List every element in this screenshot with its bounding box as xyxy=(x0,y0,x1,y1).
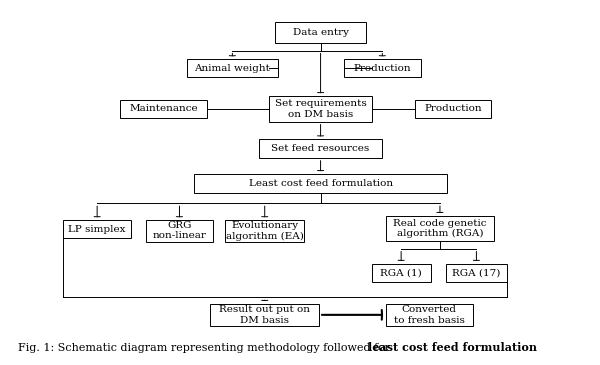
Text: Evolutionary
algorithm (EA): Evolutionary algorithm (EA) xyxy=(226,221,304,241)
FancyBboxPatch shape xyxy=(225,220,304,242)
Text: GRG
non-linear: GRG non-linear xyxy=(152,221,206,241)
Text: LP simplex: LP simplex xyxy=(68,224,126,234)
FancyBboxPatch shape xyxy=(372,264,431,281)
Text: Production: Production xyxy=(353,64,411,73)
Text: Set requirements
on DM basis: Set requirements on DM basis xyxy=(275,99,367,119)
FancyBboxPatch shape xyxy=(386,216,494,241)
FancyBboxPatch shape xyxy=(275,22,366,43)
Text: RGA (1): RGA (1) xyxy=(380,268,422,277)
Text: Fig. 1: Schematic diagram representing methodology followed for: Fig. 1: Schematic diagram representing m… xyxy=(18,343,394,353)
Text: Maintenance: Maintenance xyxy=(129,104,198,113)
Text: Converted
to fresh basis: Converted to fresh basis xyxy=(394,305,465,324)
FancyBboxPatch shape xyxy=(211,304,319,326)
FancyBboxPatch shape xyxy=(386,304,473,326)
Text: Set feed resources: Set feed resources xyxy=(271,144,370,153)
Text: least cost feed formulation: least cost feed formulation xyxy=(368,342,536,353)
FancyBboxPatch shape xyxy=(415,100,491,118)
FancyBboxPatch shape xyxy=(187,59,278,77)
FancyBboxPatch shape xyxy=(344,59,421,77)
Text: Production: Production xyxy=(424,104,482,113)
Text: Data entry: Data entry xyxy=(293,28,349,37)
Text: Least cost feed formulation: Least cost feed formulation xyxy=(248,179,392,188)
FancyBboxPatch shape xyxy=(259,139,382,158)
Text: RGA (17): RGA (17) xyxy=(452,268,500,277)
FancyBboxPatch shape xyxy=(146,220,213,242)
FancyBboxPatch shape xyxy=(446,264,507,281)
Text: Real code genetic
algorithm (RGA): Real code genetic algorithm (RGA) xyxy=(393,219,487,238)
FancyBboxPatch shape xyxy=(269,96,372,122)
Text: Animal weight: Animal weight xyxy=(194,64,271,73)
FancyBboxPatch shape xyxy=(120,100,207,118)
Text: Result out put on
DM basis: Result out put on DM basis xyxy=(219,305,310,324)
FancyBboxPatch shape xyxy=(194,174,447,192)
FancyBboxPatch shape xyxy=(64,220,131,238)
